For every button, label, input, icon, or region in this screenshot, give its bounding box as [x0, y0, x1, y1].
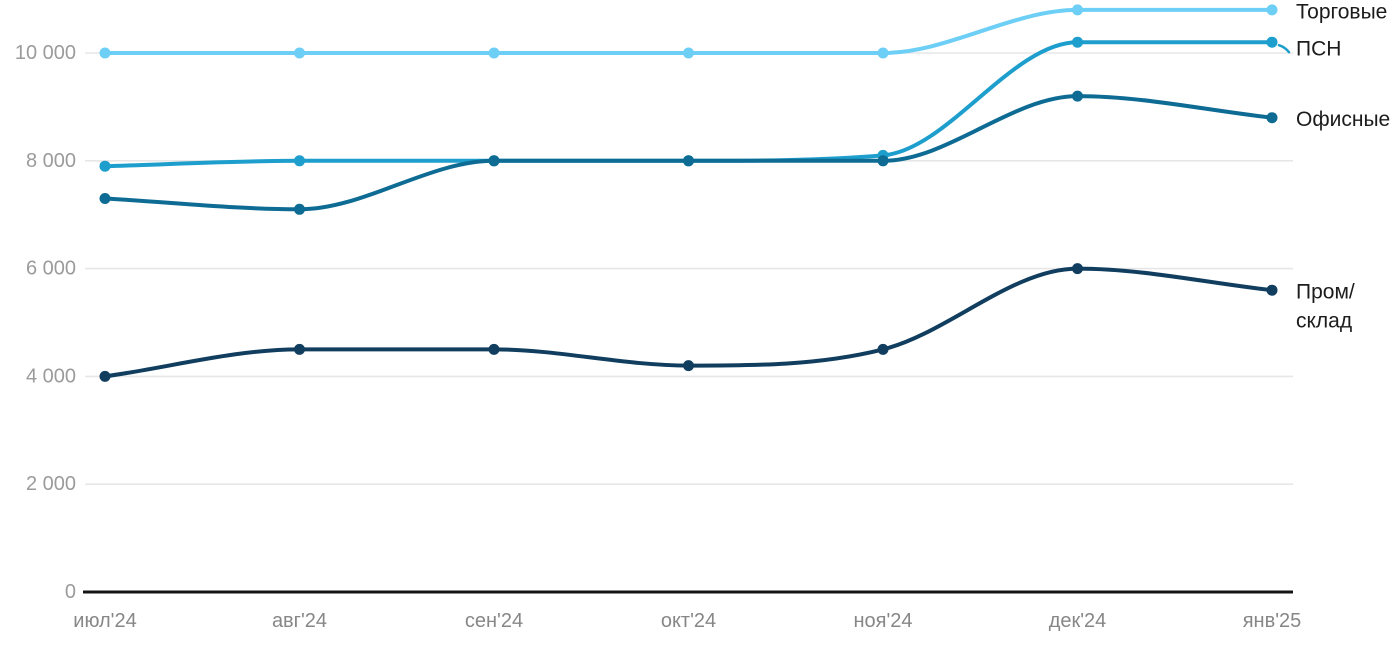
- series-point-1: [294, 155, 305, 167]
- series-point-0: [877, 47, 889, 59]
- x-tick-label: авг'24: [272, 610, 327, 632]
- x-tick-label: июл'24: [73, 610, 136, 632]
- series-label-2: Офисные: [1296, 108, 1390, 131]
- series-label-connector-1: [1277, 43, 1291, 54]
- series-point-3: [683, 360, 694, 372]
- series-point-0: [683, 47, 694, 59]
- series-point-0: [99, 47, 111, 59]
- x-tick-label: янв'25: [1243, 610, 1302, 632]
- series-point-0: [1266, 4, 1278, 16]
- series-point-1: [1266, 36, 1278, 48]
- series-point-2: [683, 155, 694, 167]
- y-tick-label: 2 000: [26, 473, 76, 495]
- series-label-0: Торговые: [1296, 0, 1387, 23]
- x-tick-label: сен'24: [465, 610, 523, 632]
- series-line-2: [103, 94, 1274, 212]
- y-tick-label: 6 000: [26, 258, 76, 280]
- series-line-1: [103, 40, 1274, 169]
- series-point-3: [294, 343, 305, 355]
- series-line-0: [103, 7, 1274, 56]
- series-point-1: [99, 160, 111, 172]
- y-tick-label: 0: [65, 581, 76, 603]
- series-label-3: склад: [1296, 310, 1352, 333]
- series-point-0: [488, 47, 500, 59]
- y-tick-label: 4 000: [26, 365, 76, 387]
- series-point-3: [877, 343, 889, 355]
- series-point-3: [488, 343, 500, 355]
- series-point-2: [1072, 90, 1083, 102]
- series-point-1: [1072, 36, 1083, 48]
- series-point-3: [1266, 284, 1278, 296]
- series-point-3: [99, 370, 111, 382]
- series-point-2: [1266, 112, 1278, 124]
- series-point-0: [294, 47, 305, 59]
- series-point-2: [294, 203, 305, 215]
- x-tick-label: ноя'24: [853, 610, 912, 632]
- x-tick-label: окт'24: [661, 610, 716, 632]
- series-label-3: Пром/: [1296, 281, 1355, 304]
- series-point-2: [877, 155, 889, 167]
- series-point-2: [488, 155, 500, 167]
- series-label-1: ПСН: [1296, 38, 1341, 61]
- series-point-2: [99, 193, 111, 204]
- series-point-0: [1072, 4, 1083, 16]
- x-tick-label: дек'24: [1049, 610, 1107, 632]
- y-tick-label: 10 000: [15, 42, 76, 64]
- y-tick-label: 8 000: [26, 150, 76, 172]
- series-point-3: [1072, 263, 1083, 275]
